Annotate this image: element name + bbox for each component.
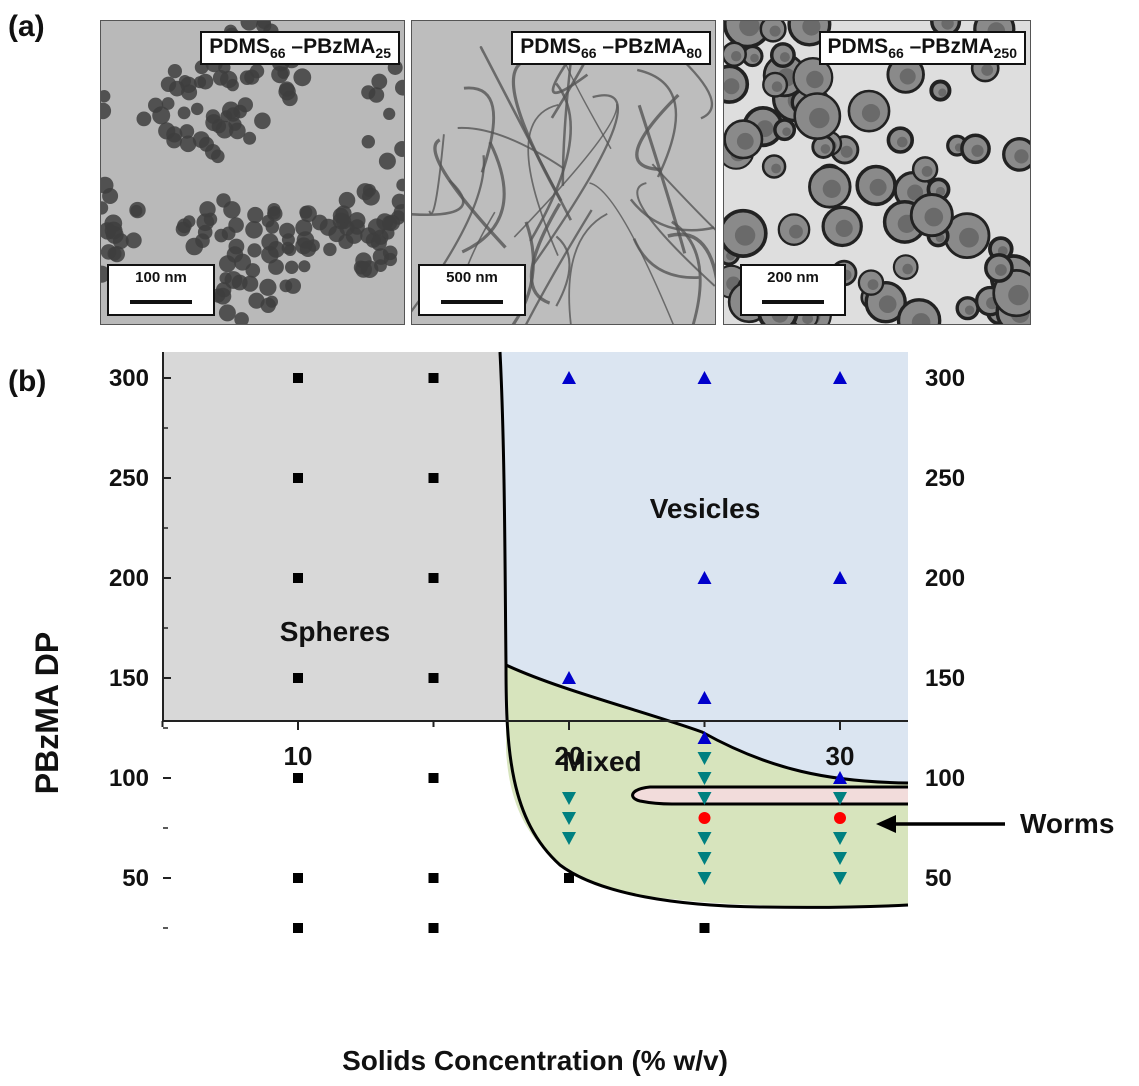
mixed-marker <box>697 832 712 845</box>
tem-image-worms: PDMS66 –PBzMA80 500 nm <box>411 20 716 325</box>
vesicle-marker <box>697 691 712 704</box>
vesicle-marker <box>697 571 712 584</box>
mixed-marker <box>697 752 712 765</box>
mixed-marker <box>833 872 847 885</box>
worms-callout-arrowhead <box>876 815 896 833</box>
x-axis-label: Solids Concentration (% w/v) <box>342 1045 728 1076</box>
sphere-marker <box>293 673 303 683</box>
panel-a-label: (a) <box>8 10 45 43</box>
y-tick-label: 50 <box>122 865 149 892</box>
sphere-marker <box>293 373 303 383</box>
vesicle-marker <box>833 371 847 384</box>
scale-bar-line <box>762 300 824 304</box>
scale-bar-line <box>440 300 504 304</box>
worms-callout-label: Worms <box>1020 808 1114 839</box>
vesicle-marker <box>697 371 712 384</box>
mixed-marker <box>562 812 576 825</box>
y-tick-label-right: 100 <box>925 765 965 792</box>
scale-bar-label: 500 nm <box>446 269 498 286</box>
sphere-marker <box>428 473 439 483</box>
mixed-marker <box>562 832 576 845</box>
x-tick-label: 30 <box>826 741 855 771</box>
scale-bar-label: 200 nm <box>767 269 819 286</box>
phase-regions <box>163 352 1139 906</box>
y-tick-label: 300 <box>109 365 149 392</box>
worm-marker <box>834 812 846 824</box>
sphere-marker <box>293 773 303 783</box>
sphere-marker <box>428 873 439 883</box>
tem-micrograph-spheres <box>101 21 404 324</box>
scale-bar-label: 100 nm <box>135 269 187 286</box>
y-tick-label-right: 50 <box>925 865 952 892</box>
panel-b-label: (b) <box>8 365 47 398</box>
sphere-marker <box>293 473 303 483</box>
chart-axes: 50 50 100 100 150 150 200 200 250 250 300 300 10 20 30 <box>109 352 965 929</box>
region-label-mixed: Mixed <box>562 746 641 777</box>
y-tick-label: 200 <box>109 565 149 592</box>
mixed-marker <box>833 792 847 805</box>
phase-diagram-chart: 50 50 100 100 150 150 200 200 250 250 300 300 10 20 30… <box>29 351 1139 1076</box>
vesicle-marker <box>833 771 847 784</box>
sphere-marker <box>428 573 439 583</box>
worms-region <box>632 787 908 804</box>
sphere-marker <box>428 923 439 933</box>
y-tick-label: 150 <box>109 665 149 692</box>
y-tick-label-right: 150 <box>925 665 965 692</box>
y-axis-label: PBzMA DP <box>29 632 65 794</box>
mixed-marker <box>697 772 712 785</box>
y-tick-label: 100 <box>109 765 149 792</box>
mixed-region <box>506 665 908 906</box>
tem-title: PDMS66 –PBzMA80 <box>511 31 711 66</box>
scale-bar-line <box>129 300 193 304</box>
vesicle-marker <box>562 371 576 384</box>
spheres-boundary <box>498 351 909 909</box>
sphere-marker <box>293 923 303 933</box>
mixed-marker <box>833 832 847 845</box>
mixed-marker <box>697 852 712 865</box>
vesicles-region <box>500 352 908 783</box>
y-tick-label: 250 <box>109 465 149 492</box>
mixed-marker <box>833 852 847 865</box>
data-markers <box>293 371 1005 933</box>
sphere-marker <box>428 673 439 683</box>
x-tick-label: 20 <box>555 741 584 771</box>
tem-image-spheres: PDMS66 –PBzMA25 100 nm <box>100 20 405 325</box>
vesicle-marker <box>833 571 847 584</box>
region-label-spheres: Spheres <box>280 616 391 647</box>
y-tick-label-right: 250 <box>925 465 965 492</box>
mixed-marker <box>697 872 712 885</box>
tem-title: PDMS66 –PBzMA25 <box>200 31 400 66</box>
tem-image-vesicles: PDMS66 –PBzMA250 200 nm <box>723 20 1031 325</box>
scale-bar: 100 nm <box>107 264 215 316</box>
sphere-marker <box>428 773 439 783</box>
sphere-marker <box>699 923 710 933</box>
vesicle-marker <box>697 731 712 744</box>
sphere-marker <box>293 573 303 583</box>
sphere-marker <box>428 373 439 383</box>
y-tick-label-right: 200 <box>925 565 965 592</box>
mixed-marker <box>697 792 712 805</box>
worms-boundary <box>631 785 908 806</box>
scale-bar: 200 nm <box>740 264 846 316</box>
sphere-marker <box>293 873 303 883</box>
region-label-vesicles: Vesicles <box>650 493 761 524</box>
worm-marker <box>698 812 711 824</box>
sphere-marker <box>564 873 574 883</box>
vesicle-marker <box>562 671 576 684</box>
tem-title: PDMS66 –PBzMA250 <box>818 31 1026 66</box>
scale-bar: 500 nm <box>418 264 526 316</box>
mixed-marker <box>562 792 576 805</box>
x-tick-label: 10 <box>284 741 313 771</box>
y-tick-label-right: 300 <box>925 365 965 392</box>
